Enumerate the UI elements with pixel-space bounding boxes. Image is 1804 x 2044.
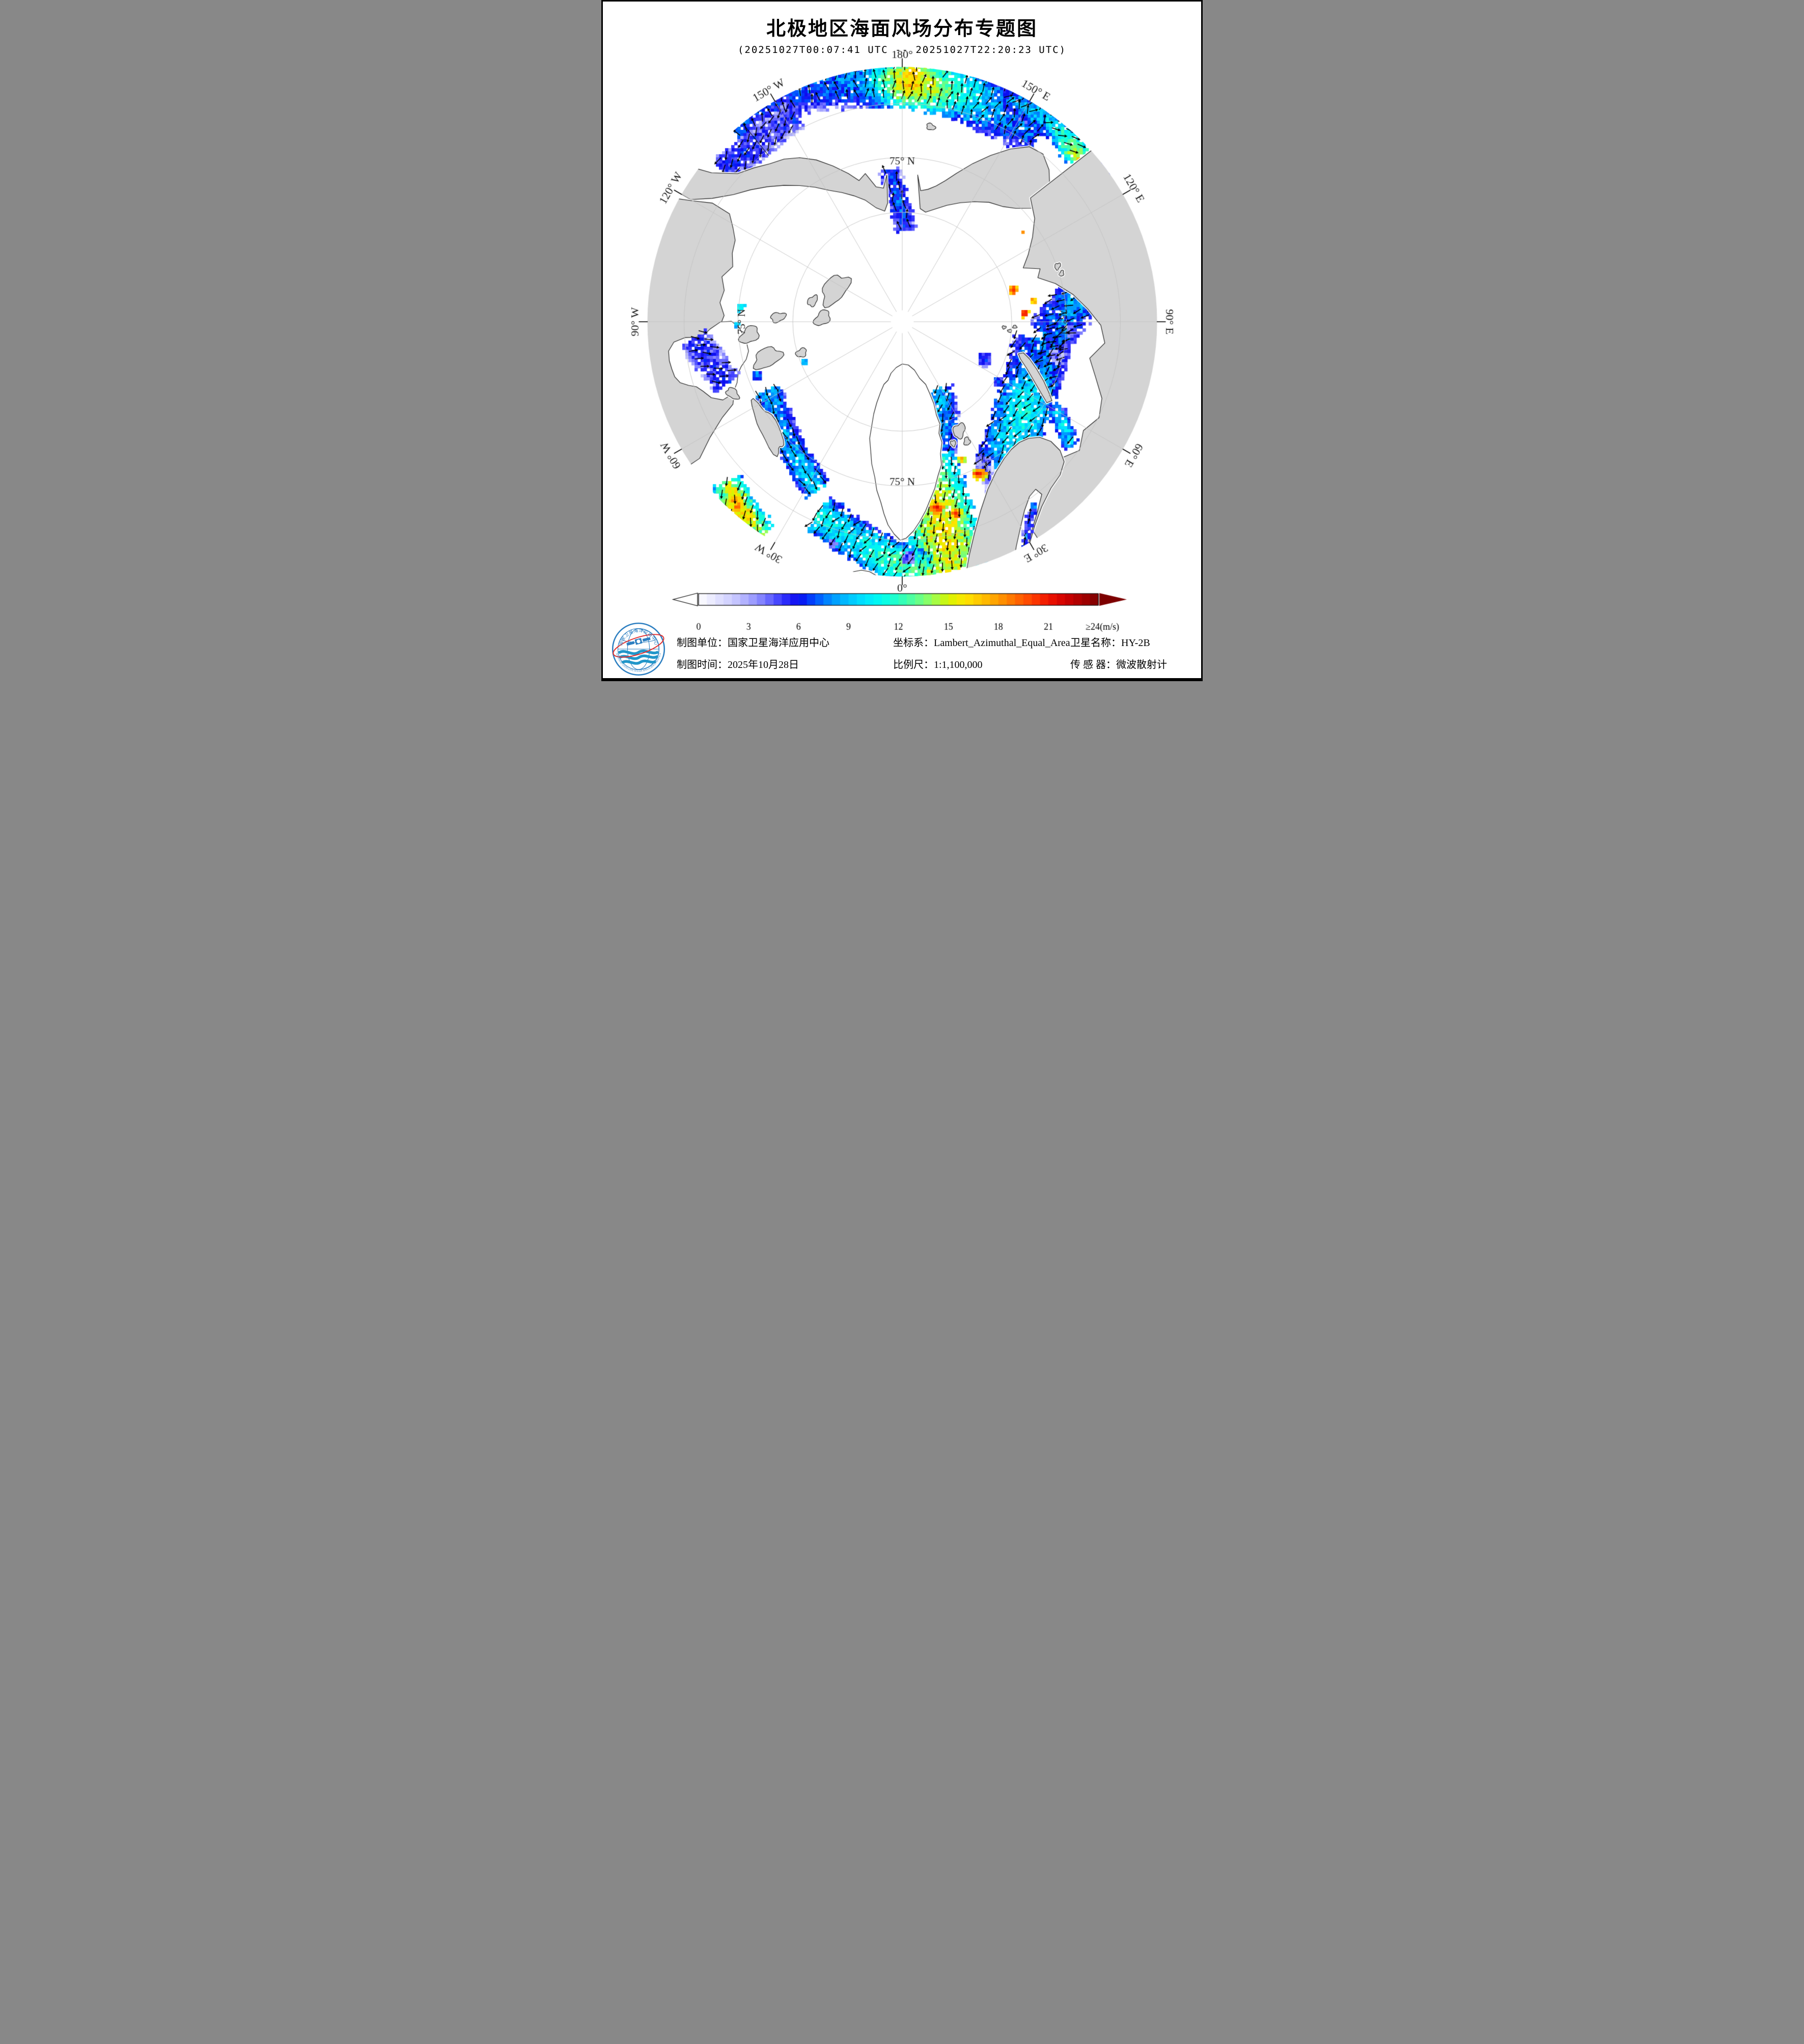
page: 北极地区海面风场分布专题图 (20251027T00:07:41 UTC -- …	[601, 0, 1203, 681]
footer-coordinate-system: 坐标系：Lambert_Azimuthal_Equal_Area	[893, 637, 1070, 649]
footer-mapping-unit: 制图单位：国家卫星海洋应用中心	[677, 637, 829, 649]
footer-mapping-date: 制图时间：2025年10月28日	[677, 659, 799, 670]
footer-scale: 比例尺：1:1,100,000	[893, 659, 983, 670]
arctic-wind-map-canvas	[603, 2, 1201, 678]
time-range-subtitle: (20251027T00:07:41 UTC -- 20251027T22:20…	[737, 44, 1067, 55]
footer-sensor: 传 感 器：微波散射计	[1070, 659, 1167, 670]
nsoas-logo: 国家卫星海洋应用中心 NATIONAL SATELLITE OCEAN APPL…	[612, 622, 665, 676]
logo-waves	[618, 650, 659, 665]
logo-satellite-icon	[626, 637, 651, 646]
footer-satellite-name: 卫星名称：HY-2B	[1070, 637, 1150, 649]
logo-orbit-ellipse	[613, 634, 664, 658]
page-title: 北极地区海面风场分布专题图	[766, 18, 1038, 40]
